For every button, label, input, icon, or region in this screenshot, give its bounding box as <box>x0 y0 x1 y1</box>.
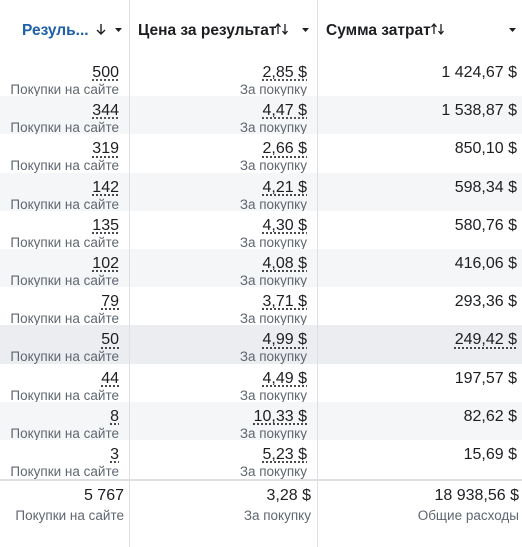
cost-value[interactable]: 2,85 $ <box>262 64 307 81</box>
result-type: Покупки на сайте <box>10 158 119 174</box>
column-header[interactable]: Резуль... <box>22 22 89 39</box>
result-value[interactable]: 142 <box>92 178 119 196</box>
result-value[interactable]: 8 <box>110 407 119 425</box>
result-value[interactable]: 102 <box>92 255 119 272</box>
table-row[interactable] <box>0 440 522 479</box>
cost-value[interactable]: 4,49 $ <box>262 369 307 387</box>
cost-type: За покупку <box>239 196 307 212</box>
cost-value[interactable]: 4,08 $ <box>262 255 307 272</box>
column-header[interactable]: Сумма затрат <box>326 22 431 39</box>
total-result: 5 767 <box>83 487 124 504</box>
result-type: Покупки на сайте <box>10 273 119 288</box>
cost-value[interactable]: 4,47 $ <box>262 102 307 120</box>
header-icons <box>96 22 516 36</box>
table-row[interactable] <box>0 325 522 364</box>
result-value[interactable]: 319 <box>92 140 119 158</box>
total-spent-type: Общие расходы <box>417 508 519 523</box>
result-value[interactable]: 500 <box>92 64 119 81</box>
table-row[interactable] <box>0 363 522 402</box>
dropdown[interactable] <box>509 28 516 32</box>
total-spent: 18 938,56 $ <box>434 487 519 504</box>
result-type: Покупки на сайте <box>10 311 119 327</box>
cost-type: За покупку <box>239 234 307 250</box>
spent-value: 1 424,67 $ <box>441 64 517 81</box>
result-value[interactable]: 135 <box>92 216 119 234</box>
table-row[interactable] <box>0 134 522 173</box>
spent-value: 197,57 $ <box>454 369 517 387</box>
sort-arrow[interactable] <box>431 22 444 36</box>
cost-value[interactable]: 4,30 $ <box>262 216 307 234</box>
sort-arrow[interactable] <box>275 22 288 36</box>
table-row[interactable] <box>0 287 522 326</box>
dropdown[interactable] <box>302 28 309 32</box>
table-row[interactable] <box>0 249 522 288</box>
result-value[interactable]: 3 <box>110 446 119 463</box>
cost-value[interactable]: 10,33 $ <box>253 407 307 425</box>
total-result-type: Покупки на сайте <box>15 508 124 523</box>
cost-value[interactable]: 5,23 $ <box>262 446 307 463</box>
cost-type: За покупку <box>239 120 307 136</box>
cost-value[interactable]: 2,66 $ <box>262 140 307 158</box>
cost-type: За покупку <box>239 82 307 97</box>
result-type: Покупки на сайте <box>10 196 119 212</box>
cost-type: За покупку <box>239 311 307 327</box>
cost-type: За покупку <box>239 273 307 288</box>
cost-value[interactable]: 4,21 $ <box>262 178 307 196</box>
cost-type: За покупку <box>239 387 307 403</box>
spent-value: 580,76 $ <box>454 216 517 234</box>
spent-value: 416,06 $ <box>454 255 517 272</box>
spent-value: 293,36 $ <box>454 293 517 311</box>
sort-arrow[interactable] <box>96 24 106 35</box>
table-row[interactable] <box>0 96 522 135</box>
spent-value: 82,62 $ <box>463 407 517 425</box>
column-header[interactable]: Цена за результат <box>138 22 277 39</box>
column-divider <box>129 0 130 547</box>
result-type: Покупки на сайте <box>10 82 119 97</box>
column-divider <box>317 0 318 547</box>
cost-value[interactable]: 3,71 $ <box>262 293 307 311</box>
cost-type: За покупку <box>239 158 307 174</box>
result-value[interactable]: 79 <box>101 293 119 311</box>
cost-value[interactable]: 4,99 $ <box>262 331 307 349</box>
result-type: Покупки на сайте <box>10 425 119 441</box>
cost-type: За покупку <box>239 425 307 441</box>
result-value[interactable]: 344 <box>92 102 119 120</box>
spent-value: 850,10 $ <box>454 140 517 158</box>
spent-value: 598,34 $ <box>454 178 517 196</box>
result-value[interactable]: 50 <box>101 331 119 349</box>
total-cost-type: За покупку <box>243 508 311 523</box>
cost-type: За покупку <box>239 464 307 479</box>
spent-value: 1 538,87 $ <box>441 102 517 120</box>
result-type: Покупки на сайте <box>10 349 119 365</box>
table-row[interactable] <box>0 58 522 97</box>
result-type: Покупки на сайте <box>10 234 119 250</box>
dropdown[interactable] <box>115 28 122 32</box>
result-type: Покупки на сайте <box>10 464 119 479</box>
result-type: Покупки на сайте <box>10 120 119 136</box>
spent-value: 15,69 $ <box>463 446 517 463</box>
footer-row <box>0 479 522 547</box>
result-value[interactable]: 44 <box>101 369 119 387</box>
result-type: Покупки на сайте <box>10 387 119 403</box>
spent-value: 249,42 $ <box>454 331 517 349</box>
table-row[interactable] <box>0 172 522 211</box>
total-cost: 3,28 $ <box>266 487 311 504</box>
table-row[interactable] <box>0 210 522 249</box>
cost-type: За покупку <box>239 349 307 365</box>
table-row[interactable] <box>0 401 522 440</box>
